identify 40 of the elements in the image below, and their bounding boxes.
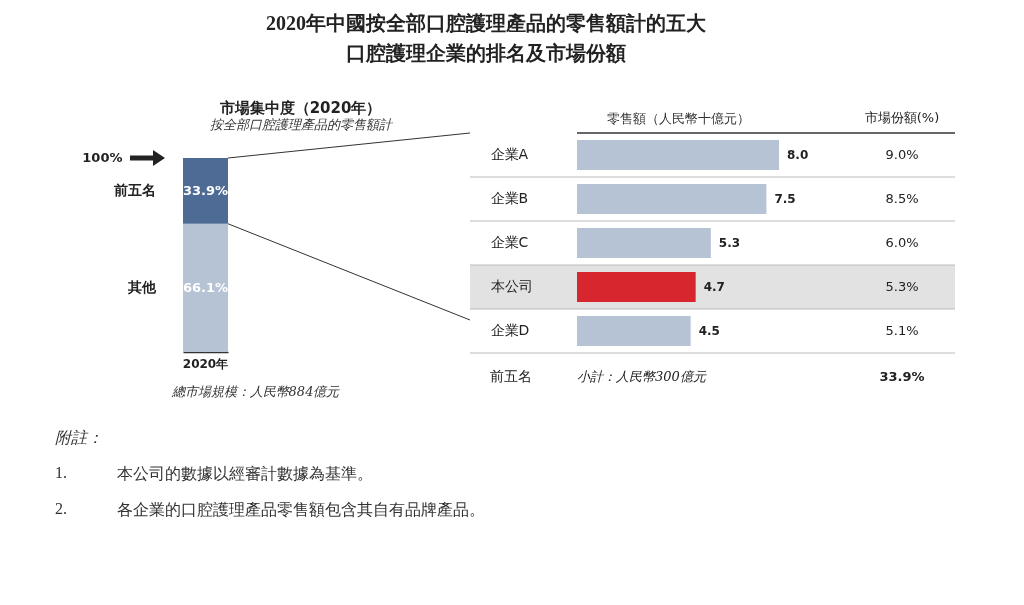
data-label: 33.9% xyxy=(182,182,229,198)
text: 100% xyxy=(82,150,123,165)
y-tick-label: 企業B xyxy=(490,190,529,206)
data-label: 8.0 xyxy=(787,148,809,162)
text: 各企業的口腔護理產品零售額包含其自有品牌產品。 xyxy=(117,500,485,520)
text: 總市場規模：人民幣884億元 xyxy=(170,384,341,399)
x-axis-title: 零售額（人民幣十億元） xyxy=(607,110,750,126)
text: 附註： xyxy=(55,428,104,448)
text: 前五名 xyxy=(490,368,532,384)
text: 本公司的數據以經審計數據為基準。 xyxy=(117,464,373,484)
y-tick-label: 本公司 xyxy=(490,278,533,294)
y-tick-label: 企業A xyxy=(490,146,529,162)
text: 5.3% xyxy=(885,279,919,294)
x-tick-label: 2020年 xyxy=(182,356,229,371)
text: 6.0% xyxy=(885,235,919,250)
data-label: 66.1% xyxy=(182,279,229,295)
text: 2020年中國按全部口腔護理產品的零售額計的五大口腔護理企業的排名及市場份額 xyxy=(265,11,707,66)
text: 9.0% xyxy=(885,147,919,162)
text: 按全部口腔護理產品的零售額計 xyxy=(209,117,394,132)
y-tick-label: 企業D xyxy=(490,322,530,338)
text: 33.9% xyxy=(879,369,925,384)
text: 市場集中度（2020年） xyxy=(218,99,382,117)
text: 2. xyxy=(55,500,68,519)
text: 市場份額(%) xyxy=(864,110,940,125)
bar xyxy=(577,272,696,302)
series-label: 前五名 xyxy=(112,181,156,198)
data-label: 7.5 xyxy=(774,192,796,206)
bar xyxy=(577,184,767,214)
text: 5.1% xyxy=(885,323,919,338)
bar xyxy=(577,228,711,258)
series-label: 其他 xyxy=(126,278,157,295)
text: 小計：人民幣300億元 xyxy=(577,369,707,384)
text: 1. xyxy=(55,464,68,483)
text: 8.5% xyxy=(885,191,919,206)
y-tick-label: 企業C xyxy=(490,234,529,250)
data-label: 4.7 xyxy=(703,280,725,294)
bar xyxy=(577,316,691,346)
data-label: 5.3 xyxy=(718,236,741,250)
bar xyxy=(577,140,779,170)
data-label: 4.5 xyxy=(698,324,720,338)
